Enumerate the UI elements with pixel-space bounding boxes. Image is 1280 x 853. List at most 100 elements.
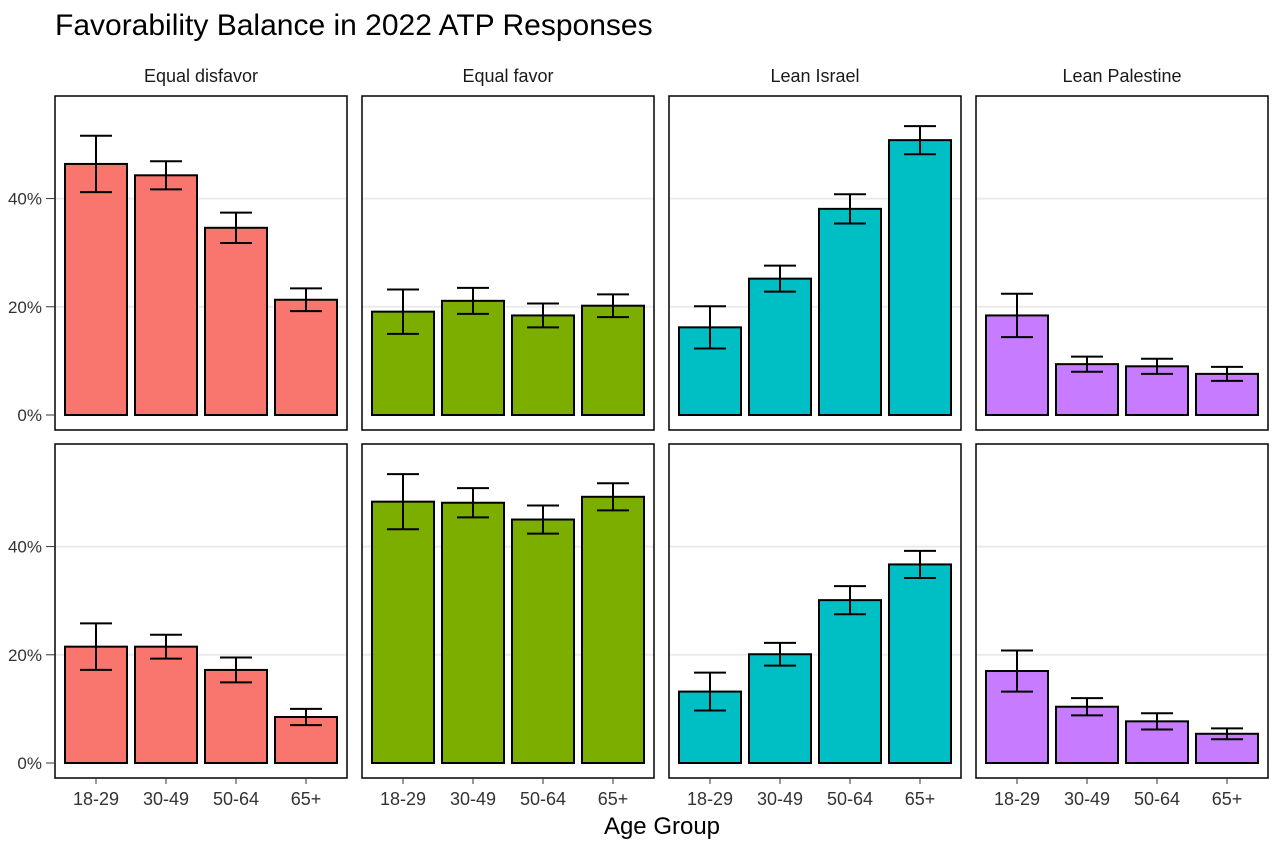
x-tick-label-50-64: 50-64 [213,789,259,809]
x-axis: 18-29 30-49 50-64 65+ 18-29 30-49 50-64 65+ 18-2… [73,778,1242,809]
x-tick-label-50-64: 50-64 [827,789,873,809]
bar-lean-israel-50-64 [818,207,882,416]
panel-lean-israel-row-2 [668,443,962,779]
error-bar-equal-disfavor-30-49 [150,160,182,191]
x-tick-label-65: 65+ [291,789,322,809]
chart-panels [54,95,1269,779]
error-bar-equal-disfavor-50-64 [220,656,252,684]
bar-equal-disfavor-50-64 [204,226,268,416]
error-bar-equal-disfavor-65 [290,287,322,313]
error-bar-equal-favor-30-49 [457,487,489,519]
error-bar-lean-israel-65 [904,125,936,156]
error-bar-lean-israel-18-29 [694,671,726,712]
y-tick-label: 40% [8,538,42,557]
bar-equal-disfavor-30-49 [134,174,198,416]
y-tick-label: 20% [8,298,42,317]
error-bar-equal-favor-50-64 [527,504,559,535]
bar-equal-favor-50-64 [511,314,575,417]
y-tick-label: 0% [17,406,42,425]
bar-equal-favor-65 [581,304,645,417]
chart-title: Favorability Balance in 2022 ATP Respons… [55,9,653,42]
error-bar-lean-palestine-30-49 [1071,355,1103,373]
bar-lean-israel-65 [888,139,952,416]
error-bar-equal-favor-30-49 [457,286,489,315]
error-bar-equal-favor-18-29 [387,288,419,335]
panel-border [668,95,962,431]
bar-equal-favor-65 [581,495,645,764]
y-axes: 0% 20% 40% 0% 20% 40% [8,190,55,773]
panel-lean-israel-row-1 [668,95,962,431]
error-bar-lean-palestine-50-64 [1141,712,1173,731]
error-bar-equal-disfavor-18-29 [80,134,112,194]
panel-border [361,95,655,431]
error-bar-lean-israel-30-49 [764,264,796,293]
facet-label-lean-palestine: Lean Palestine [1062,66,1181,86]
bar-equal-disfavor-18-29 [64,162,128,416]
bar-lean-israel-30-49 [748,653,812,764]
bar-equal-favor-30-49 [441,501,505,764]
panel-border [54,443,348,779]
facet-strip-labels: Equal disfavor Equal favor Lean Israel Lean… [144,66,1182,86]
error-bar-equal-favor-65 [597,482,629,512]
facet-label-equal-disfavor: Equal disfavor [144,66,258,86]
error-bar-equal-favor-50-64 [527,302,559,329]
x-tick-label-50-64: 50-64 [1134,789,1180,809]
bar-equal-favor-18-29 [371,310,435,417]
error-bar-lean-israel-50-64 [834,193,866,225]
panel-border [975,443,1269,779]
error-bar-lean-israel-65 [904,549,936,579]
panel-equal-disfavor-row-1 [54,95,348,431]
panel-border [54,95,348,431]
bar-equal-disfavor-50-64 [204,668,268,765]
y-tick-label: 0% [17,754,42,773]
error-bar-equal-favor-18-29 [387,473,419,531]
bar-equal-favor-50-64 [511,518,575,765]
panel-border [361,443,655,779]
x-tick-label-18-29: 18-29 [73,789,119,809]
error-bar-lean-palestine-30-49 [1071,697,1103,717]
bar-equal-favor-30-49 [441,299,505,416]
bar-equal-disfavor-65 [274,298,338,417]
x-tick-label-18-29: 18-29 [380,789,426,809]
x-axis-label: Age Group [604,813,720,840]
error-bar-equal-disfavor-65 [290,707,322,727]
panel-equal-disfavor-row-2 [54,443,348,779]
x-tick-label-18-29: 18-29 [687,789,733,809]
x-tick-label-50-64: 50-64 [520,789,566,809]
error-bar-lean-israel-30-49 [764,641,796,667]
x-tick-label-30-49: 30-49 [143,789,189,809]
error-bar-equal-disfavor-30-49 [150,633,182,660]
y-tick-label: 20% [8,646,42,665]
error-bar-equal-favor-65 [597,293,629,319]
panel-border [975,95,1269,431]
panel-lean-palestine-row-1 [975,95,1269,431]
panel-equal-favor-row-2 [361,443,655,779]
x-tick-label-30-49: 30-49 [450,789,496,809]
error-bar-lean-palestine-18-29 [1001,649,1033,693]
error-bar-lean-israel-18-29 [694,305,726,350]
error-bar-equal-disfavor-18-29 [80,622,112,671]
x-tick-label-65: 65+ [905,789,936,809]
panel-lean-palestine-row-2 [975,443,1269,779]
panel-border [668,443,962,779]
x-tick-label-65: 65+ [1212,789,1243,809]
x-tick-label-30-49: 30-49 [1064,789,1110,809]
error-bar-lean-palestine-18-29 [1001,292,1033,339]
bar-lean-israel-50-64 [818,599,882,765]
panel-equal-favor-row-1 [361,95,655,431]
x-tick-label-65: 65+ [598,789,629,809]
bar-equal-favor-18-29 [371,500,435,764]
y-tick-label: 40% [8,190,42,209]
bar-equal-disfavor-30-49 [134,645,198,764]
error-bar-lean-palestine-65 [1211,365,1243,382]
error-bar-lean-palestine-50-64 [1141,357,1173,375]
bar-lean-palestine-18-29 [985,314,1049,417]
error-bar-lean-palestine-65 [1211,727,1243,741]
error-bar-lean-israel-50-64 [834,585,866,616]
facet-label-lean-israel: Lean Israel [770,66,859,86]
error-bar-equal-disfavor-50-64 [220,211,252,244]
bar-lean-israel-30-49 [748,277,812,416]
x-tick-label-18-29: 18-29 [994,789,1040,809]
facet-label-equal-favor: Equal favor [462,66,553,86]
